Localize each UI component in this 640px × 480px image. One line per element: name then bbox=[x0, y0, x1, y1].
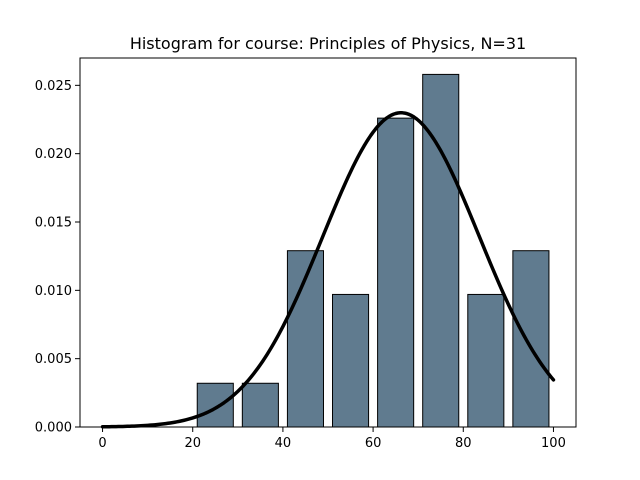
x-tick-label: 80 bbox=[455, 436, 472, 451]
y-tick-label: 0.015 bbox=[35, 216, 72, 231]
x-tick-label: 60 bbox=[365, 436, 382, 451]
x-tick-label: 20 bbox=[184, 436, 201, 451]
x-tick-label: 0 bbox=[98, 436, 106, 451]
y-tick-label: 0.010 bbox=[35, 284, 72, 299]
histogram-bar-6 bbox=[422, 73, 460, 428]
x-tick-label: 40 bbox=[275, 436, 292, 451]
bars-layer bbox=[196, 73, 550, 428]
histogram-bar-8 bbox=[512, 250, 550, 428]
y-tick-label: 0.020 bbox=[35, 147, 72, 162]
axes-layer: 0 20 40 60 80 100 0.000 0.005 0.010 0.015 0.020 0.0… bbox=[35, 57, 577, 451]
curve-layer bbox=[100, 111, 556, 429]
x-tick-label: 100 bbox=[541, 436, 566, 451]
y-tick-label: 0.025 bbox=[35, 79, 72, 94]
histogram-bar-4 bbox=[332, 293, 370, 428]
histogram-bar-7 bbox=[467, 293, 505, 428]
y-tick-label: 0.005 bbox=[35, 352, 72, 367]
chart-title: Histogram for course: Principles of Phys… bbox=[130, 34, 526, 53]
axes-frame bbox=[79, 57, 577, 428]
histogram-bar-1 bbox=[196, 382, 234, 428]
normal-fit-curve bbox=[100, 111, 556, 429]
histogram-bar-5 bbox=[377, 117, 415, 428]
histogram-bar-2 bbox=[241, 382, 279, 428]
y-tick-label: 0.000 bbox=[35, 421, 72, 436]
